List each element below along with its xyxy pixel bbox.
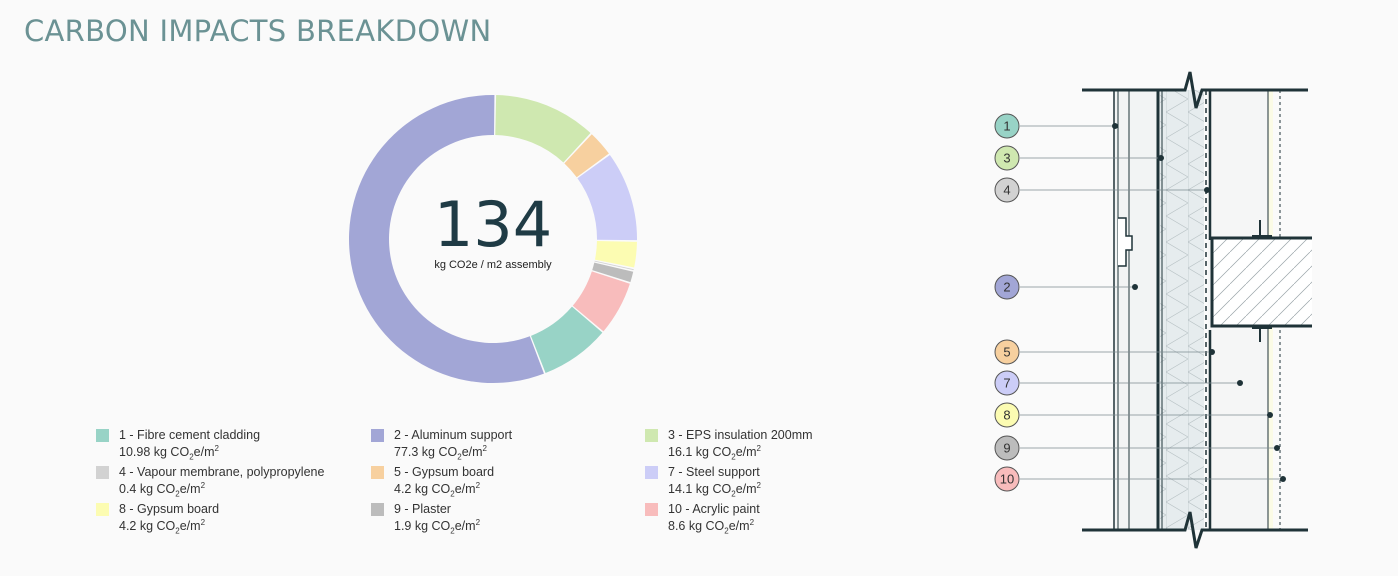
legend-swatch xyxy=(371,466,384,479)
legend-label: 9 - Plaster xyxy=(394,502,451,516)
marker-label-1: 1 xyxy=(1003,119,1010,134)
leader-dot xyxy=(1280,476,1286,482)
marker-label-5: 5 xyxy=(1003,345,1010,360)
donut-slice-7[interactable] xyxy=(594,241,637,268)
leader-dot xyxy=(1132,284,1138,290)
donut-slice-6[interactable] xyxy=(577,154,637,241)
donut-slice-1[interactable] xyxy=(530,306,603,374)
leader-dot xyxy=(1204,187,1210,193)
legend-swatch xyxy=(96,503,109,516)
donut-slice-4[interactable] xyxy=(594,260,634,271)
legend-swatch xyxy=(96,466,109,479)
donut-slice-3[interactable] xyxy=(495,95,591,163)
legend-label: 5 - Gypsum board xyxy=(394,465,495,479)
legend-value: 8.6 kg CO2e/m2 xyxy=(668,518,755,536)
legend-label: 3 - EPS insulation 200mm xyxy=(668,428,813,442)
legend-swatch xyxy=(371,503,384,516)
slab-trim xyxy=(1252,235,1272,329)
leader-dot xyxy=(1112,123,1118,129)
legend-value: 4.2 kg CO2e/m2 xyxy=(119,518,206,536)
legend-value: 4.2 kg CO2e/m2 xyxy=(394,481,481,499)
legend-swatch xyxy=(371,429,384,442)
legend-swatch xyxy=(645,466,658,479)
legend-value: 14.1 kg CO2e/m2 xyxy=(668,481,761,499)
donut-slice-8[interactable] xyxy=(592,262,634,283)
legend-swatch xyxy=(96,429,109,442)
leader-dot xyxy=(1158,155,1164,161)
floor-slab-outline xyxy=(1210,236,1312,328)
legend-value: 77.3 kg CO2e/m2 xyxy=(394,444,487,462)
legend-label: 7 - Steel support xyxy=(668,465,760,479)
total-value: 134 xyxy=(433,188,553,261)
leader-dot xyxy=(1209,349,1215,355)
marker-label-3: 3 xyxy=(1003,151,1010,166)
marker-label-2: 2 xyxy=(1003,280,1010,295)
legend-value: 0.4 kg CO2e/m2 xyxy=(119,481,206,499)
legend-swatch xyxy=(645,503,658,516)
marker-label-7: 7 xyxy=(1003,376,1010,391)
donut-chart xyxy=(349,95,637,384)
legend-label: 4 - Vapour membrane, polypropylene xyxy=(119,465,325,479)
legend-value: 16.1 kg CO2e/m2 xyxy=(668,444,761,462)
leader-dot xyxy=(1274,445,1280,451)
wall-section-diagram: 1 3 4 2 5 7 8 9 10 xyxy=(994,71,1312,549)
legend-value: 10.98 kg CO2e/m2 xyxy=(119,444,219,462)
legend-label: 1 - Fibre cement cladding xyxy=(119,428,261,442)
marker-label-9: 9 xyxy=(1003,441,1010,456)
marker-circle-2 xyxy=(994,274,1020,300)
aluminum-bracket xyxy=(1118,217,1133,267)
break-line xyxy=(1082,71,1308,109)
marker-circle-1 xyxy=(994,113,1020,139)
support-zone xyxy=(1115,90,1160,530)
total-unit: kg CO2e / m2 assembly xyxy=(434,259,552,271)
marker-label-4: 4 xyxy=(1003,183,1010,198)
marker-circle-3 xyxy=(994,145,1020,171)
marker-circle-5 xyxy=(994,339,1020,365)
marker-circle-10 xyxy=(994,466,1020,492)
marker-circle-9 xyxy=(994,435,1020,461)
leader-dot xyxy=(1237,380,1243,386)
donut-slice-9[interactable] xyxy=(572,271,630,332)
page-title: CARBON IMPACTS BREAKDOWN xyxy=(24,14,492,48)
legend-value: 1.9 kg CO2e/m2 xyxy=(394,518,481,536)
legend-label: 8 - Gypsum board xyxy=(119,502,220,516)
marker-label-10: 10 xyxy=(1000,472,1014,487)
legend-swatch xyxy=(645,429,658,442)
donut-slice-5[interactable] xyxy=(564,134,609,178)
leader-dot xyxy=(1267,412,1273,418)
marker-label-8: 8 xyxy=(1003,408,1010,423)
donut-slice-2[interactable] xyxy=(349,95,544,384)
legend-label: 2 - Aluminum support xyxy=(394,428,513,442)
floor-slab-hatch xyxy=(1212,238,1312,326)
legend-label: 10 - Acrylic paint xyxy=(668,502,760,516)
insulation-hatch xyxy=(1160,90,1204,530)
marker-circle-8 xyxy=(994,402,1020,428)
marker-circle-7 xyxy=(994,370,1020,396)
marker-circle-4 xyxy=(994,177,1020,203)
break-line xyxy=(1082,511,1308,549)
